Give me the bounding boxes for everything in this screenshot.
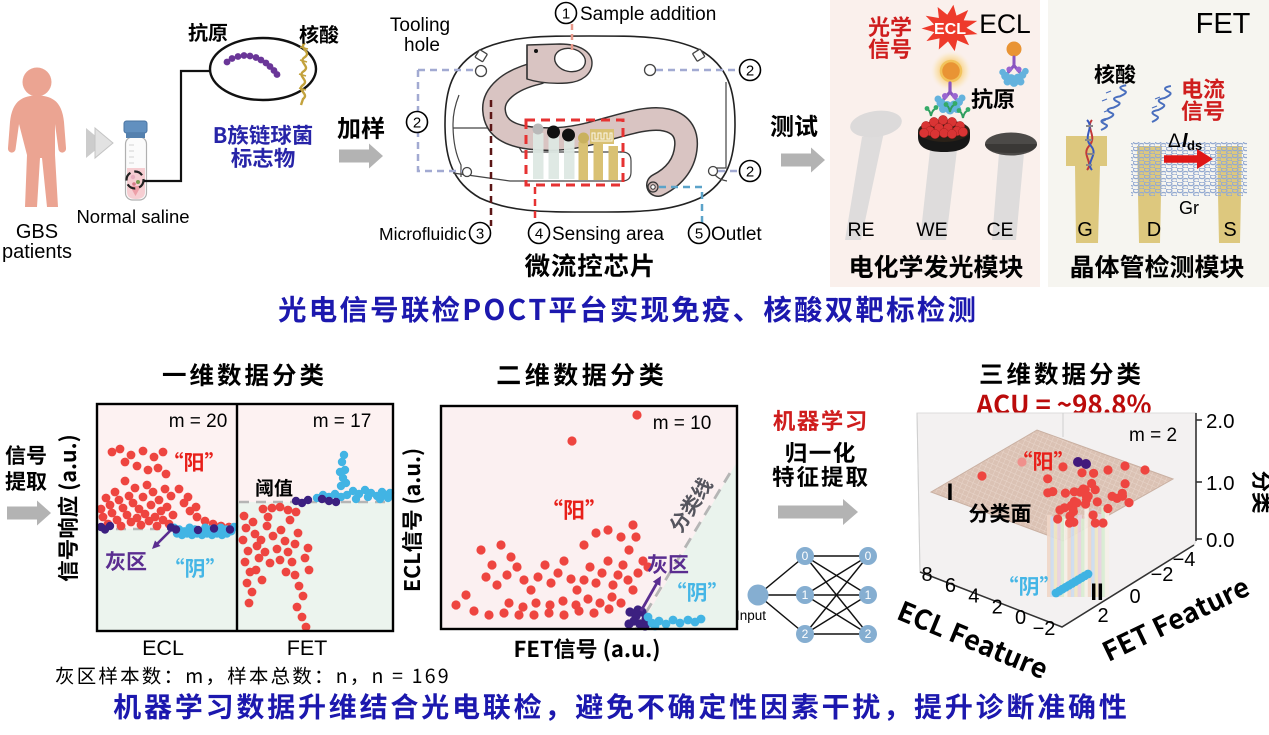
svg-text:Tooling: Tooling xyxy=(390,15,450,36)
svg-text:RE: RE xyxy=(847,219,874,241)
svg-text:0: 0 xyxy=(802,549,809,563)
svg-text:0.0: 0.0 xyxy=(1206,529,1235,552)
svg-text:−2: −2 xyxy=(1151,564,1174,586)
svg-text:GBS: GBS xyxy=(16,221,58,243)
svg-text:0: 0 xyxy=(865,549,872,563)
svg-text:hole: hole xyxy=(404,35,440,56)
svg-text:FET: FET xyxy=(1196,8,1251,40)
svg-text:−2: −2 xyxy=(1033,618,1056,640)
svg-text:2: 2 xyxy=(865,627,872,641)
svg-text:Sensing area: Sensing area xyxy=(552,224,664,245)
svg-text:m = 17: m = 17 xyxy=(313,411,372,432)
svg-text:G: G xyxy=(1077,219,1093,241)
svg-text:ECL: ECL xyxy=(979,9,1031,39)
svg-text:3: 3 xyxy=(476,225,484,242)
svg-text:m = 20: m = 20 xyxy=(169,411,228,432)
svg-text:ECL: ECL xyxy=(934,21,966,38)
svg-text:I: I xyxy=(1182,130,1188,152)
svg-text:0: 0 xyxy=(1015,607,1026,629)
svg-text:I: I xyxy=(947,479,954,506)
svg-text:II: II xyxy=(1090,579,1103,606)
svg-text:Input: Input xyxy=(736,608,766,623)
svg-text:S: S xyxy=(1223,219,1236,241)
svg-text:ECL: ECL xyxy=(142,636,184,660)
svg-text:FET: FET xyxy=(287,636,328,660)
svg-text:Sample addition: Sample addition xyxy=(580,4,716,25)
svg-text:2: 2 xyxy=(1097,605,1108,627)
svg-text:1.0: 1.0 xyxy=(1206,472,1235,495)
svg-text:−4: −4 xyxy=(1173,549,1196,571)
svg-text:8: 8 xyxy=(921,564,932,586)
svg-text:1: 1 xyxy=(802,588,809,602)
svg-text:WE: WE xyxy=(916,219,947,241)
svg-text:CE: CE xyxy=(986,219,1013,241)
svg-text:0: 0 xyxy=(1129,586,1140,608)
svg-text:4: 4 xyxy=(968,586,979,608)
svg-text:Δ: Δ xyxy=(1168,131,1181,152)
svg-text:1: 1 xyxy=(865,588,872,602)
svg-text:Normal saline: Normal saline xyxy=(76,206,189,227)
svg-text:m = 2: m = 2 xyxy=(1129,425,1177,446)
svg-text:patients: patients xyxy=(2,241,72,263)
svg-text:ds: ds xyxy=(1187,138,1202,153)
svg-text:6: 6 xyxy=(945,575,956,597)
svg-text:2: 2 xyxy=(746,62,754,79)
svg-text:2: 2 xyxy=(413,114,421,131)
svg-text:m = 10: m = 10 xyxy=(653,413,712,434)
svg-text:5: 5 xyxy=(695,225,703,242)
svg-text:Microfluidic: Microfluidic xyxy=(379,224,467,244)
svg-text:1: 1 xyxy=(562,5,570,22)
svg-text:Gr: Gr xyxy=(1179,198,1199,218)
svg-text:2.0: 2.0 xyxy=(1206,410,1235,433)
svg-text:D: D xyxy=(1147,219,1161,241)
svg-text:2: 2 xyxy=(802,627,809,641)
svg-text:Outlet: Outlet xyxy=(711,224,762,245)
svg-text:2: 2 xyxy=(992,596,1003,618)
svg-text:4: 4 xyxy=(535,225,543,242)
svg-text:2: 2 xyxy=(746,163,754,180)
